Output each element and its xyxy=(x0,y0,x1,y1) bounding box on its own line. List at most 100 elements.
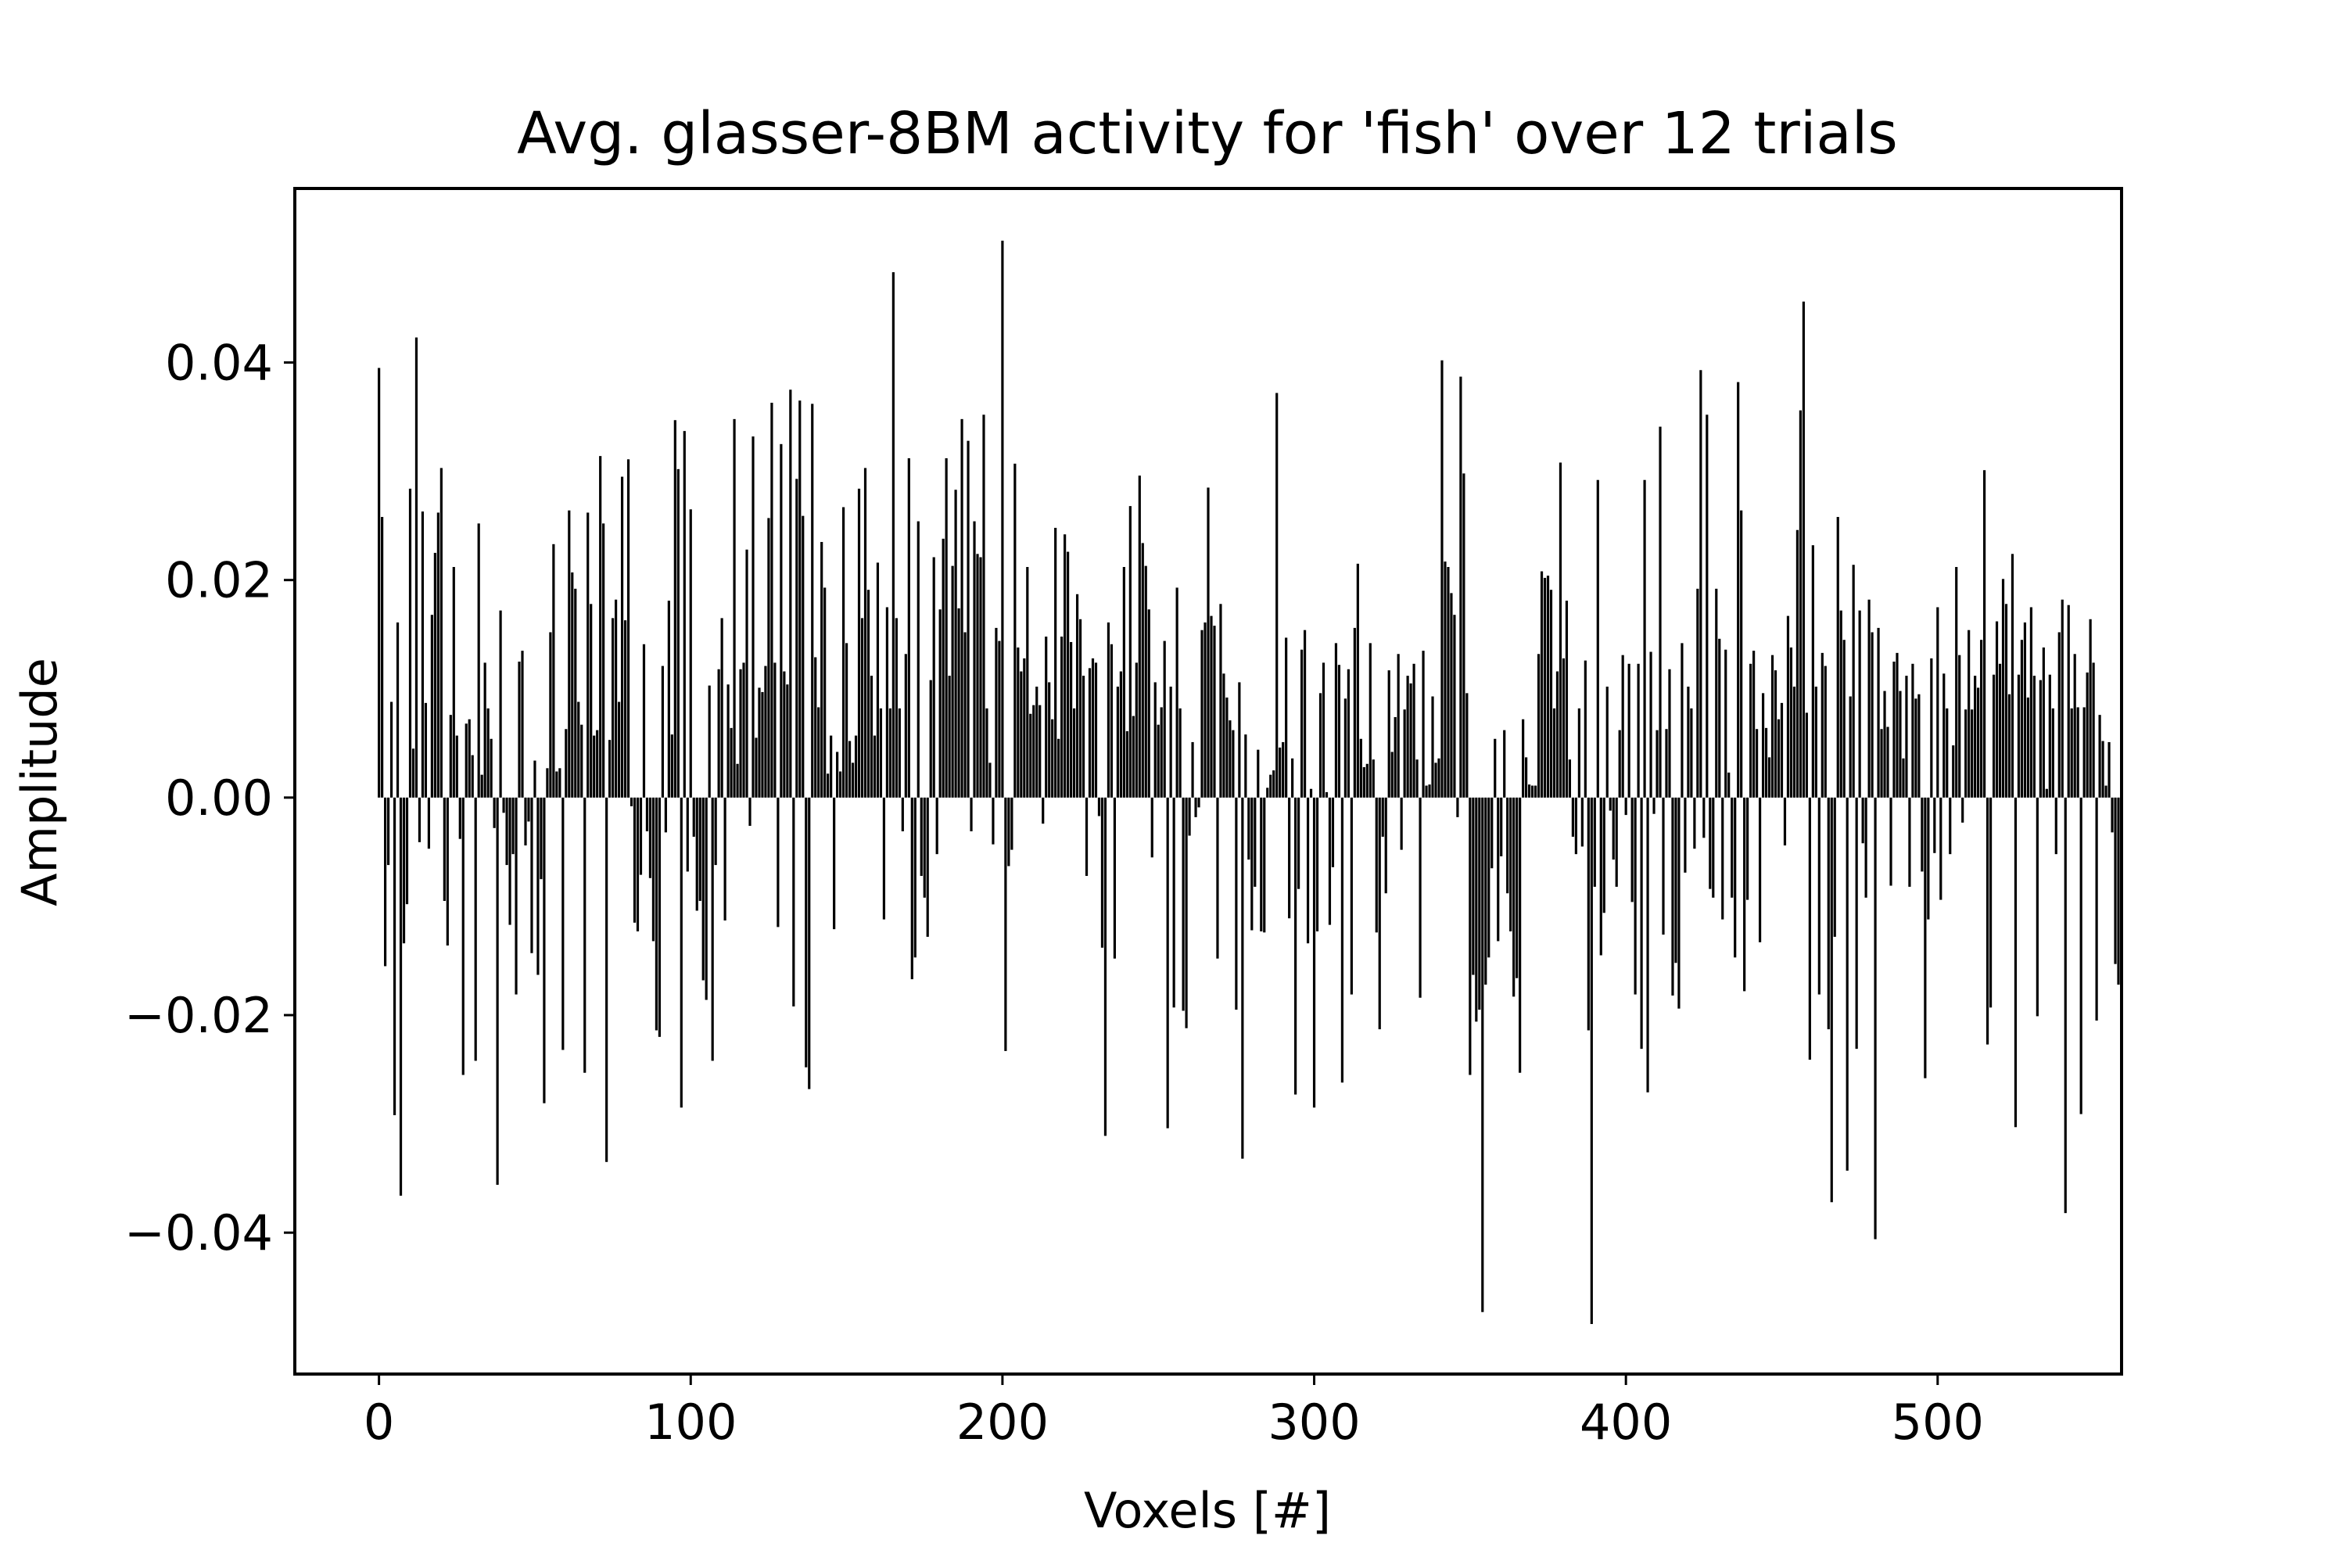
bar xyxy=(458,797,461,839)
bar xyxy=(929,680,932,798)
bar xyxy=(1450,593,1453,798)
bar xyxy=(830,735,833,798)
x-tick-label: 400 xyxy=(1580,1394,1672,1451)
bar xyxy=(461,797,465,1075)
bar xyxy=(1100,797,1104,948)
bar xyxy=(1627,663,1630,798)
bar xyxy=(1372,759,1375,798)
bar xyxy=(695,797,698,911)
bar xyxy=(1175,587,1178,798)
bar xyxy=(676,468,680,798)
bar xyxy=(1340,797,1344,1083)
bar xyxy=(1263,797,1266,933)
bar xyxy=(1182,797,1185,1011)
bar xyxy=(1758,797,1762,942)
bar xyxy=(1157,724,1160,798)
bar xyxy=(1459,376,1462,798)
bar xyxy=(879,708,883,798)
bar xyxy=(733,418,736,798)
bar xyxy=(920,797,923,876)
bar xyxy=(1734,797,1737,958)
bar xyxy=(540,797,543,880)
bar xyxy=(1718,638,1721,798)
bar xyxy=(1064,534,1067,798)
bar xyxy=(683,431,686,798)
bar xyxy=(1197,797,1200,808)
bar xyxy=(1836,517,1839,798)
bar xyxy=(730,727,733,798)
bar xyxy=(493,797,496,828)
bar xyxy=(1867,599,1871,798)
bar xyxy=(436,512,439,798)
bar xyxy=(1712,797,1715,898)
bar xyxy=(1294,797,1297,1095)
bar xyxy=(1260,797,1263,931)
bar xyxy=(1378,797,1381,1030)
bar xyxy=(742,662,745,798)
bar xyxy=(898,708,901,798)
bar xyxy=(2064,797,2067,1214)
bar xyxy=(2036,797,2039,1017)
bar xyxy=(1827,797,1830,1030)
bar xyxy=(827,773,830,798)
x-tick-label: 0 xyxy=(364,1394,394,1451)
bar xyxy=(1902,758,1905,798)
bar xyxy=(1400,797,1403,850)
bar xyxy=(502,797,505,813)
bar xyxy=(891,272,895,798)
bar xyxy=(1390,752,1394,798)
bar xyxy=(2007,694,2011,798)
bar xyxy=(2054,797,2057,855)
bar xyxy=(1580,797,1584,847)
bar xyxy=(1042,797,1045,824)
bar xyxy=(1830,797,1833,1203)
bar xyxy=(1693,797,1696,849)
bar xyxy=(1731,797,1734,898)
bar xyxy=(1590,797,1593,1325)
bar xyxy=(568,510,571,798)
bar xyxy=(714,797,717,866)
bar xyxy=(620,476,624,798)
bar xyxy=(602,523,605,798)
bar xyxy=(1998,663,2002,798)
bar xyxy=(378,368,381,798)
bar xyxy=(505,797,508,866)
bar xyxy=(783,671,786,798)
bar xyxy=(1593,797,1596,887)
bar xyxy=(1116,687,1119,798)
bar xyxy=(2114,797,2117,964)
bar xyxy=(1861,797,1864,844)
bar xyxy=(1365,763,1368,798)
bar xyxy=(960,418,963,798)
bar xyxy=(2092,662,2095,798)
bar xyxy=(1743,797,1746,992)
bar xyxy=(1587,797,1590,1031)
bar xyxy=(1343,698,1347,798)
bar xyxy=(1110,644,1114,798)
bar xyxy=(667,601,670,798)
bar xyxy=(1684,797,1687,873)
bar xyxy=(973,521,976,798)
bar xyxy=(1306,797,1310,944)
bar xyxy=(524,797,527,846)
bar xyxy=(1494,738,1497,798)
bar xyxy=(1930,658,1933,798)
bar xyxy=(1528,784,1531,798)
bar xyxy=(1250,797,1254,931)
bar xyxy=(1412,663,1415,798)
bar xyxy=(1434,762,1437,798)
bar xyxy=(895,618,898,798)
bar xyxy=(870,676,873,798)
bar xyxy=(1503,730,1506,798)
bar xyxy=(802,515,805,798)
bar xyxy=(1279,747,1282,798)
bar xyxy=(1088,668,1092,798)
bar xyxy=(605,797,608,1162)
bar xyxy=(805,797,808,1067)
bar xyxy=(2045,788,2048,798)
bar xyxy=(985,708,988,798)
bar xyxy=(1051,719,1054,798)
bar xyxy=(1624,797,1627,816)
y-axis-label: Amplitude xyxy=(11,658,68,906)
bar xyxy=(1428,784,1431,798)
